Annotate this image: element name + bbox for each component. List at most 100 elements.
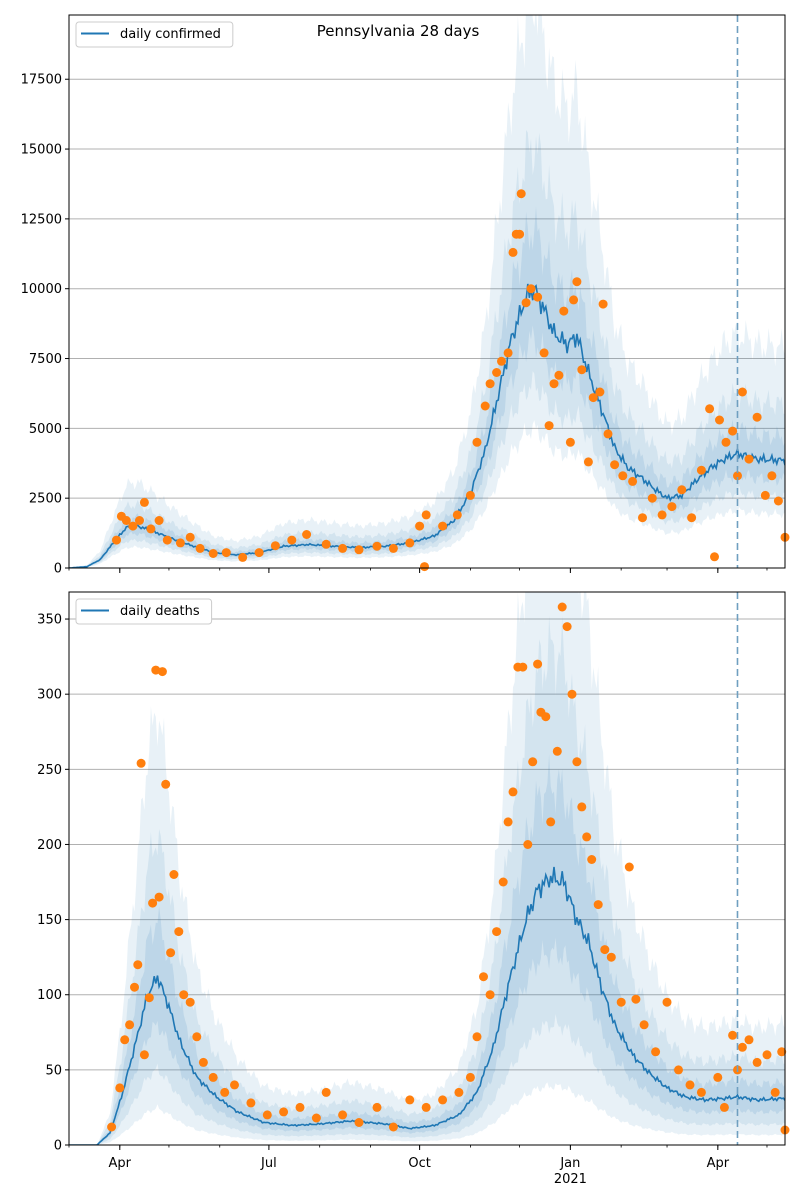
uncertainty-band xyxy=(69,615,785,1145)
chart-title: Pennsylvania 28 days xyxy=(317,22,480,40)
deaths-axes-frame xyxy=(68,591,786,1146)
data-point xyxy=(121,516,131,525)
data-point xyxy=(133,960,143,970)
data-point xyxy=(372,1102,382,1112)
data-point xyxy=(588,393,598,403)
data-point xyxy=(728,1030,738,1040)
data-point xyxy=(295,1102,305,1112)
deaths-x-ticks: Apr Jul Oct Jan Apr xyxy=(68,1145,768,1171)
data-point xyxy=(508,247,518,257)
data-point xyxy=(657,510,667,520)
data-point xyxy=(161,779,171,789)
x-tick-label: Apr xyxy=(109,1156,132,1171)
data-point xyxy=(762,1050,772,1060)
data-point xyxy=(480,401,490,411)
y-tick-label: 50 xyxy=(45,1063,62,1078)
data-point xyxy=(569,295,579,305)
data-point xyxy=(598,299,608,309)
data-point xyxy=(438,1095,448,1105)
data-point xyxy=(154,892,164,902)
data-point xyxy=(354,1118,364,1127)
data-point xyxy=(587,855,597,864)
x-tick-label: Oct xyxy=(408,1156,430,1171)
data-point xyxy=(667,502,677,512)
data-point xyxy=(521,298,531,308)
data-point xyxy=(544,421,554,431)
data-point xyxy=(674,1065,683,1075)
data-point xyxy=(552,746,562,756)
data-point xyxy=(526,284,536,294)
y-tick-label: 200 xyxy=(37,838,62,853)
data-point xyxy=(254,548,264,558)
data-point xyxy=(262,1110,272,1120)
data-point xyxy=(503,817,513,827)
data-point xyxy=(302,530,312,539)
y-tick-label: 250 xyxy=(37,763,62,778)
data-point xyxy=(420,562,429,572)
data-point xyxy=(583,457,593,467)
confirmed-axes-frame xyxy=(68,14,786,569)
data-point xyxy=(733,471,742,481)
data-point xyxy=(405,538,415,548)
data-point xyxy=(705,404,715,414)
data-point xyxy=(162,535,172,545)
data-point xyxy=(628,476,638,486)
data-point xyxy=(546,817,556,827)
data-point xyxy=(166,948,176,958)
data-point xyxy=(287,535,297,545)
data-point xyxy=(685,1080,695,1090)
data-point xyxy=(221,548,231,558)
y-tick-label: 17500 xyxy=(21,73,62,88)
data-point xyxy=(728,426,738,436)
data-point xyxy=(539,348,549,358)
data-point xyxy=(192,1032,202,1042)
data-point xyxy=(533,292,543,302)
data-point xyxy=(465,490,475,500)
y-tick-label: 100 xyxy=(37,988,62,1003)
data-point xyxy=(638,513,647,523)
y-tick-label: 12500 xyxy=(21,212,62,227)
data-point xyxy=(338,1110,348,1120)
data-point xyxy=(195,543,205,553)
x-tick-label: Jan xyxy=(559,1156,580,1171)
data-point xyxy=(421,510,431,520)
data-point xyxy=(567,689,577,699)
uncertainty-band xyxy=(69,206,785,568)
confirmed-legend: daily confirmed xyxy=(75,21,234,48)
data-point xyxy=(618,471,628,481)
data-point xyxy=(696,465,706,475)
deaths-legend: daily deaths xyxy=(75,598,213,625)
data-point xyxy=(388,1122,398,1132)
deaths-points xyxy=(107,602,790,1135)
x-tick-label: Jul xyxy=(260,1156,277,1171)
data-point xyxy=(154,516,164,525)
data-point xyxy=(220,1087,230,1097)
data-point xyxy=(175,538,185,548)
data-point xyxy=(770,1087,780,1097)
data-point xyxy=(157,667,167,677)
data-point xyxy=(549,379,559,389)
data-point xyxy=(120,1035,130,1045)
data-point xyxy=(148,898,158,908)
confirmed-trend xyxy=(69,283,785,568)
data-point xyxy=(144,993,154,1003)
data-point xyxy=(595,387,605,397)
data-point xyxy=(565,437,575,447)
data-point xyxy=(557,602,567,612)
deaths-legend-box xyxy=(75,598,213,625)
y-tick-label: 350 xyxy=(37,613,62,628)
data-point xyxy=(246,1098,256,1108)
data-point xyxy=(523,840,533,849)
data-point xyxy=(606,952,616,962)
confirmed-legend-label: daily confirmed xyxy=(120,27,221,42)
data-point xyxy=(185,532,195,542)
data-point xyxy=(715,415,724,425)
data-point xyxy=(518,662,528,672)
data-point xyxy=(631,994,641,1004)
data-point xyxy=(112,535,121,545)
x-year-label: 2021 xyxy=(554,1172,587,1187)
y-tick-label: 0 xyxy=(54,562,62,577)
y-tick-label: 0 xyxy=(54,1139,62,1154)
data-point xyxy=(767,471,777,481)
confirmed-points xyxy=(112,189,790,572)
